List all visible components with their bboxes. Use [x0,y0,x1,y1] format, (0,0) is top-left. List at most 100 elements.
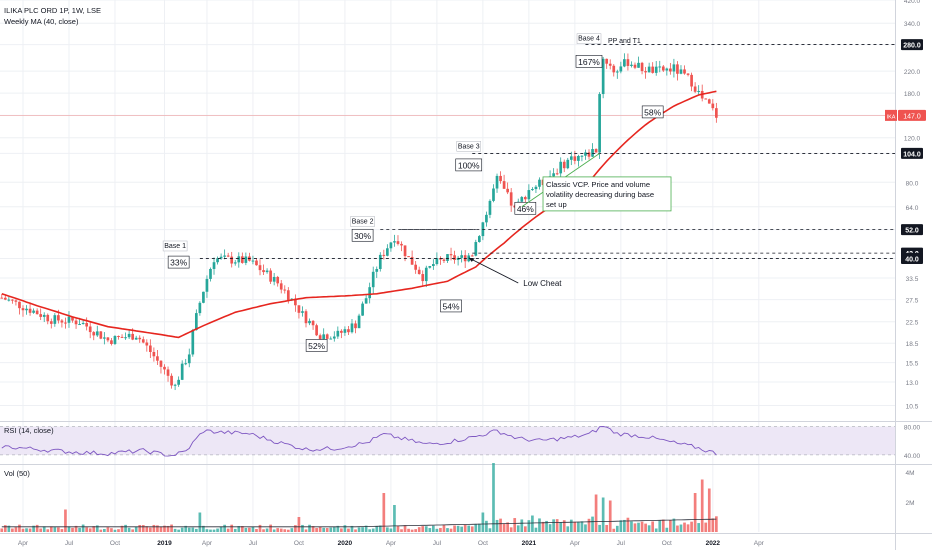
volume-bar [700,479,704,532]
candle-body [446,254,449,261]
base-label: Base 3 [458,143,480,150]
volume-axis-label: 2M [905,500,914,507]
candle-body [403,245,407,257]
candle-body [573,156,577,161]
volume-bar [315,528,318,532]
volume-bar [587,518,591,532]
candle-body [81,323,85,325]
candle-body [340,330,343,333]
candle-body [7,299,11,301]
candle-body [375,269,379,272]
volume-bar [686,524,690,532]
volume-bar [251,526,255,532]
volume-bar [488,528,492,532]
volume-bar [42,526,46,532]
volume-bar [78,527,81,532]
candle-body [113,336,117,344]
volume-bar [145,526,149,532]
price-axis-label: 340.0 [904,21,921,28]
candle-body [71,316,74,321]
candle-body [170,375,173,386]
candle-body [318,335,322,340]
candle-body [138,337,142,340]
volume-bar [608,500,612,532]
volume-bar [644,523,647,532]
volume-bar [467,525,471,532]
candle-body [559,161,563,174]
volume-bar [651,521,655,532]
candle-body [149,345,152,353]
base-label-box [456,141,481,152]
volume-bar [424,526,428,532]
volume-bar [523,526,527,532]
candle-body [347,329,350,333]
volume-bar [152,524,156,532]
volume-bar [156,525,159,532]
vcp-note-line: Classic VCP. Price and volume [546,180,650,189]
candle-body [39,314,43,317]
volume-bar [407,528,410,532]
volume-bar [683,522,686,532]
price-axis-label: 80.0 [906,180,919,187]
price-axis-label: 15.5 [906,361,919,368]
volume-bar [226,528,230,532]
time-axis-label: Apr [754,540,765,547]
candle-body [159,360,163,367]
volume-bar [612,528,616,532]
volume-bar [184,525,188,532]
level-tag-label: 104.0 [903,151,921,158]
volume-bar [67,526,71,532]
price-axis-label: 10.5 [906,403,919,410]
rsi-title: RSI (14, close) [4,426,54,435]
time-axis-label: Jul [249,540,258,547]
volume-bar [163,525,166,532]
volume-bar [619,520,623,532]
candle-body [187,354,191,364]
volume-bar [187,527,191,532]
candle-body [495,175,499,189]
candle-body [283,289,287,291]
candle-body [233,262,237,264]
candle-body [134,337,138,340]
candle-body [124,337,127,339]
candle-body [637,62,640,68]
volume-bar [428,528,432,532]
volume-bar [647,525,651,532]
percent-box [641,105,664,119]
volume-bar [18,524,21,532]
candle-body [389,242,393,249]
level-tag [901,252,923,264]
volume-bar [74,525,78,532]
volume-bar [124,524,127,532]
candle-body [95,331,99,336]
candle-body [400,243,403,246]
candle-body [85,323,89,327]
base-label-box [576,33,602,44]
percent-label: 100% [458,160,480,170]
candle-body [194,313,198,331]
candle-body [311,320,315,326]
volume-bar [559,521,563,532]
price-axis-label: 420.0 [904,0,921,5]
candle-body [18,301,21,309]
candle-body [623,59,626,67]
rsi-band [0,426,895,455]
volume-title: Vol (50) [4,469,30,478]
percent-label: 54% [443,301,460,311]
candle-body [669,68,672,72]
volume-bar [527,520,531,532]
candle-body [88,326,92,333]
candle-body [166,369,170,376]
volume-bar [410,529,414,532]
volume-bar [49,526,53,532]
candle-body [240,256,244,263]
volume-bar [88,528,92,532]
candle-body [633,64,637,68]
candle-body [322,334,326,340]
candle-body [428,266,432,268]
volume-bar [258,524,262,532]
volume-bar [311,526,315,532]
volume-bar [202,525,205,532]
volume-bar [552,519,555,532]
volume-bar [531,515,534,532]
